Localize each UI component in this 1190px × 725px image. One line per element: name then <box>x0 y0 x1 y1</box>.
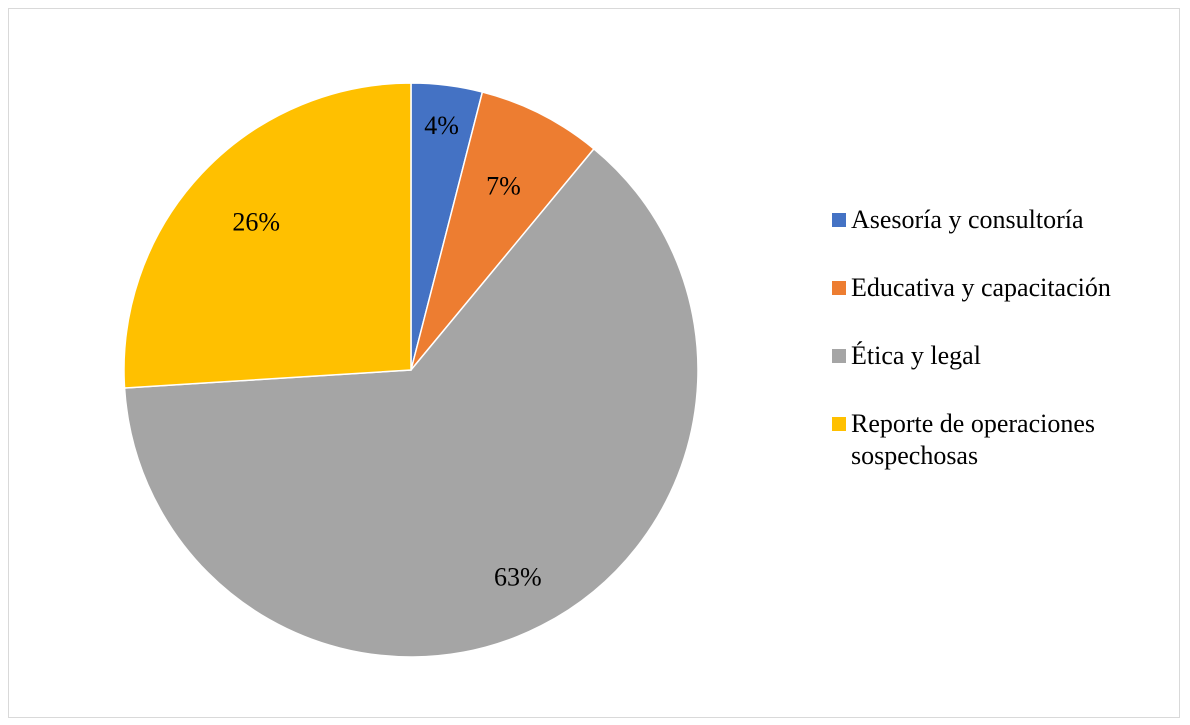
pie-slice-1 <box>410 91 595 371</box>
chart-legend: Asesoría y consultoría Educativa y capac… <box>832 204 1172 508</box>
legend-label-etica: Ética y legal <box>851 341 981 370</box>
pie-slice-2 <box>123 147 699 658</box>
legend-label-asesoria: Asesoría y consultoría <box>851 205 1084 234</box>
legend-label-educativa: Educativa y capacitación <box>851 273 1111 302</box>
slice-data-label-2: 63% <box>494 563 542 592</box>
legend-swatch-educativa <box>832 281 846 295</box>
legend-label-reporte: Reporte de operaciones sospechosas <box>851 409 1096 470</box>
slice-data-label-0: 4% <box>424 111 459 140</box>
pie-slice-3 <box>123 82 412 389</box>
legend-item-educativa: Educativa y capacitación <box>832 272 1172 304</box>
legend-swatch-etica <box>832 349 846 363</box>
slice-data-label-3: 26% <box>232 208 280 237</box>
legend-swatch-reporte <box>832 417 846 431</box>
legend-item-asesoria: Asesoría y consultoría <box>832 204 1172 236</box>
legend-item-etica: Ética y legal <box>832 340 1172 372</box>
slice-data-label-1: 7% <box>486 171 521 200</box>
legend-item-reporte: Reporte de operaciones sospechosas <box>832 408 1172 472</box>
legend-swatch-asesoria <box>832 213 846 227</box>
